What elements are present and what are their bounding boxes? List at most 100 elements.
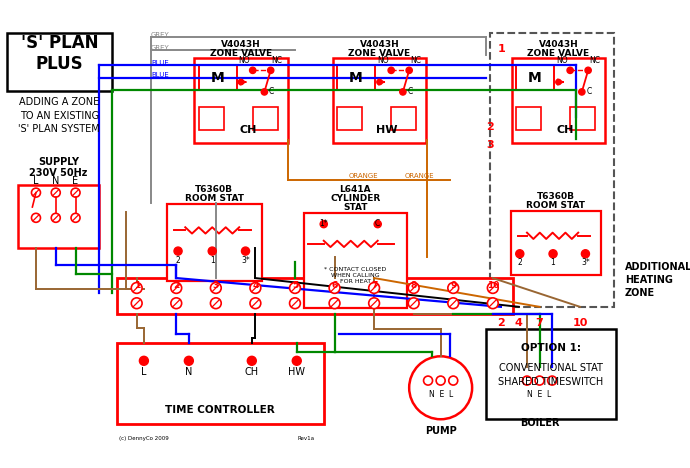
Bar (333, 58, 426, 143)
Text: 3: 3 (213, 281, 219, 290)
Bar (195, 58, 288, 143)
Circle shape (548, 376, 557, 385)
Circle shape (262, 89, 268, 95)
Circle shape (555, 79, 561, 85)
Bar (511, 211, 601, 275)
Circle shape (139, 356, 148, 366)
Text: 7: 7 (371, 281, 377, 290)
Circle shape (585, 67, 591, 73)
Text: HW: HW (288, 367, 305, 377)
Text: NC: NC (589, 56, 600, 65)
Circle shape (374, 220, 382, 228)
Text: CH: CH (557, 124, 574, 135)
Circle shape (290, 298, 300, 308)
Circle shape (210, 283, 221, 293)
Circle shape (406, 67, 413, 73)
Circle shape (567, 67, 573, 73)
Text: NO: NO (377, 56, 388, 65)
Text: N: N (185, 367, 193, 377)
Text: STAT: STAT (343, 204, 368, 212)
Text: 4: 4 (253, 281, 259, 290)
Circle shape (522, 376, 531, 385)
Text: GREY: GREY (151, 45, 170, 51)
Circle shape (400, 89, 406, 95)
Text: CONVENTIONAL STAT
SHARED TIMESWITCH: CONVENTIONAL STAT SHARED TIMESWITCH (498, 364, 604, 388)
Text: BLUE: BLUE (151, 72, 169, 78)
Circle shape (448, 376, 457, 385)
Bar (570, 107, 595, 130)
Bar (486, 329, 616, 419)
Text: 3: 3 (486, 140, 494, 150)
Text: 10: 10 (572, 318, 588, 328)
Text: 9: 9 (450, 281, 456, 290)
Circle shape (32, 213, 41, 222)
Text: CYLINDER: CYLINDER (330, 194, 380, 204)
Text: HW: HW (376, 124, 397, 135)
Text: C: C (586, 88, 591, 96)
Circle shape (241, 247, 250, 255)
Circle shape (436, 376, 445, 385)
Text: Rev1a: Rev1a (297, 436, 315, 441)
Circle shape (247, 356, 256, 366)
Text: SUPPLY
230V 50Hz: SUPPLY 230V 50Hz (29, 157, 88, 178)
Text: L: L (141, 367, 147, 377)
Text: 1: 1 (134, 281, 140, 290)
Text: 3*: 3* (241, 256, 250, 264)
Text: 2: 2 (173, 281, 179, 290)
Text: M: M (528, 71, 542, 85)
Circle shape (32, 188, 41, 197)
Circle shape (51, 188, 60, 197)
Text: (c) DennyCo 2009: (c) DennyCo 2009 (119, 436, 168, 441)
Text: GREY: GREY (151, 32, 170, 38)
Bar (7, 33, 112, 91)
Text: ZONE VALVE: ZONE VALVE (527, 49, 589, 58)
Circle shape (293, 356, 302, 366)
Text: M: M (349, 71, 363, 85)
Circle shape (329, 283, 340, 293)
Text: N  E  L: N E L (428, 390, 453, 400)
Circle shape (171, 298, 181, 308)
Circle shape (487, 283, 498, 293)
Circle shape (131, 283, 142, 293)
Circle shape (582, 250, 589, 258)
Text: 8: 8 (411, 281, 417, 290)
Bar (117, 278, 513, 314)
Text: * CONTACT CLOSED
WHEN CALLING
FOR HEAT: * CONTACT CLOSED WHEN CALLING FOR HEAT (324, 267, 386, 285)
Text: ADDING A ZONE
TO AN EXISTING
'S' PLAN SYSTEM: ADDING A ZONE TO AN EXISTING 'S' PLAN SY… (19, 97, 100, 134)
Text: 10: 10 (486, 281, 499, 290)
Text: OPTION 1:: OPTION 1: (521, 343, 581, 353)
Circle shape (408, 298, 419, 308)
Bar (516, 107, 542, 130)
Text: CH: CH (239, 124, 257, 135)
Circle shape (71, 188, 80, 197)
Text: 3*: 3* (581, 258, 590, 267)
Text: N: N (52, 176, 59, 186)
Circle shape (368, 298, 380, 308)
Circle shape (51, 213, 60, 222)
Circle shape (388, 67, 394, 73)
Text: C: C (375, 219, 380, 228)
Bar (490, 33, 614, 307)
Circle shape (290, 283, 300, 293)
Text: ZONE VALVE: ZONE VALVE (348, 49, 411, 58)
Bar (337, 107, 362, 130)
Bar (199, 65, 237, 90)
Text: 1: 1 (497, 44, 505, 54)
Circle shape (208, 247, 216, 255)
Text: NC: NC (272, 56, 283, 65)
Text: M: M (210, 71, 224, 85)
Text: ORANGE: ORANGE (349, 174, 379, 179)
Circle shape (448, 283, 459, 293)
Text: 1*: 1* (319, 219, 328, 228)
Text: BOILER: BOILER (520, 418, 560, 428)
Circle shape (250, 298, 261, 308)
Text: ORANGE: ORANGE (404, 174, 434, 179)
Text: ROOM STAT: ROOM STAT (526, 201, 585, 210)
Text: C: C (407, 88, 413, 96)
Text: NC: NC (410, 56, 421, 65)
Text: 2: 2 (518, 258, 522, 267)
Text: 'S' PLAN
PLUS: 'S' PLAN PLUS (21, 34, 98, 73)
Circle shape (184, 356, 193, 366)
Circle shape (71, 213, 80, 222)
Circle shape (250, 283, 261, 293)
